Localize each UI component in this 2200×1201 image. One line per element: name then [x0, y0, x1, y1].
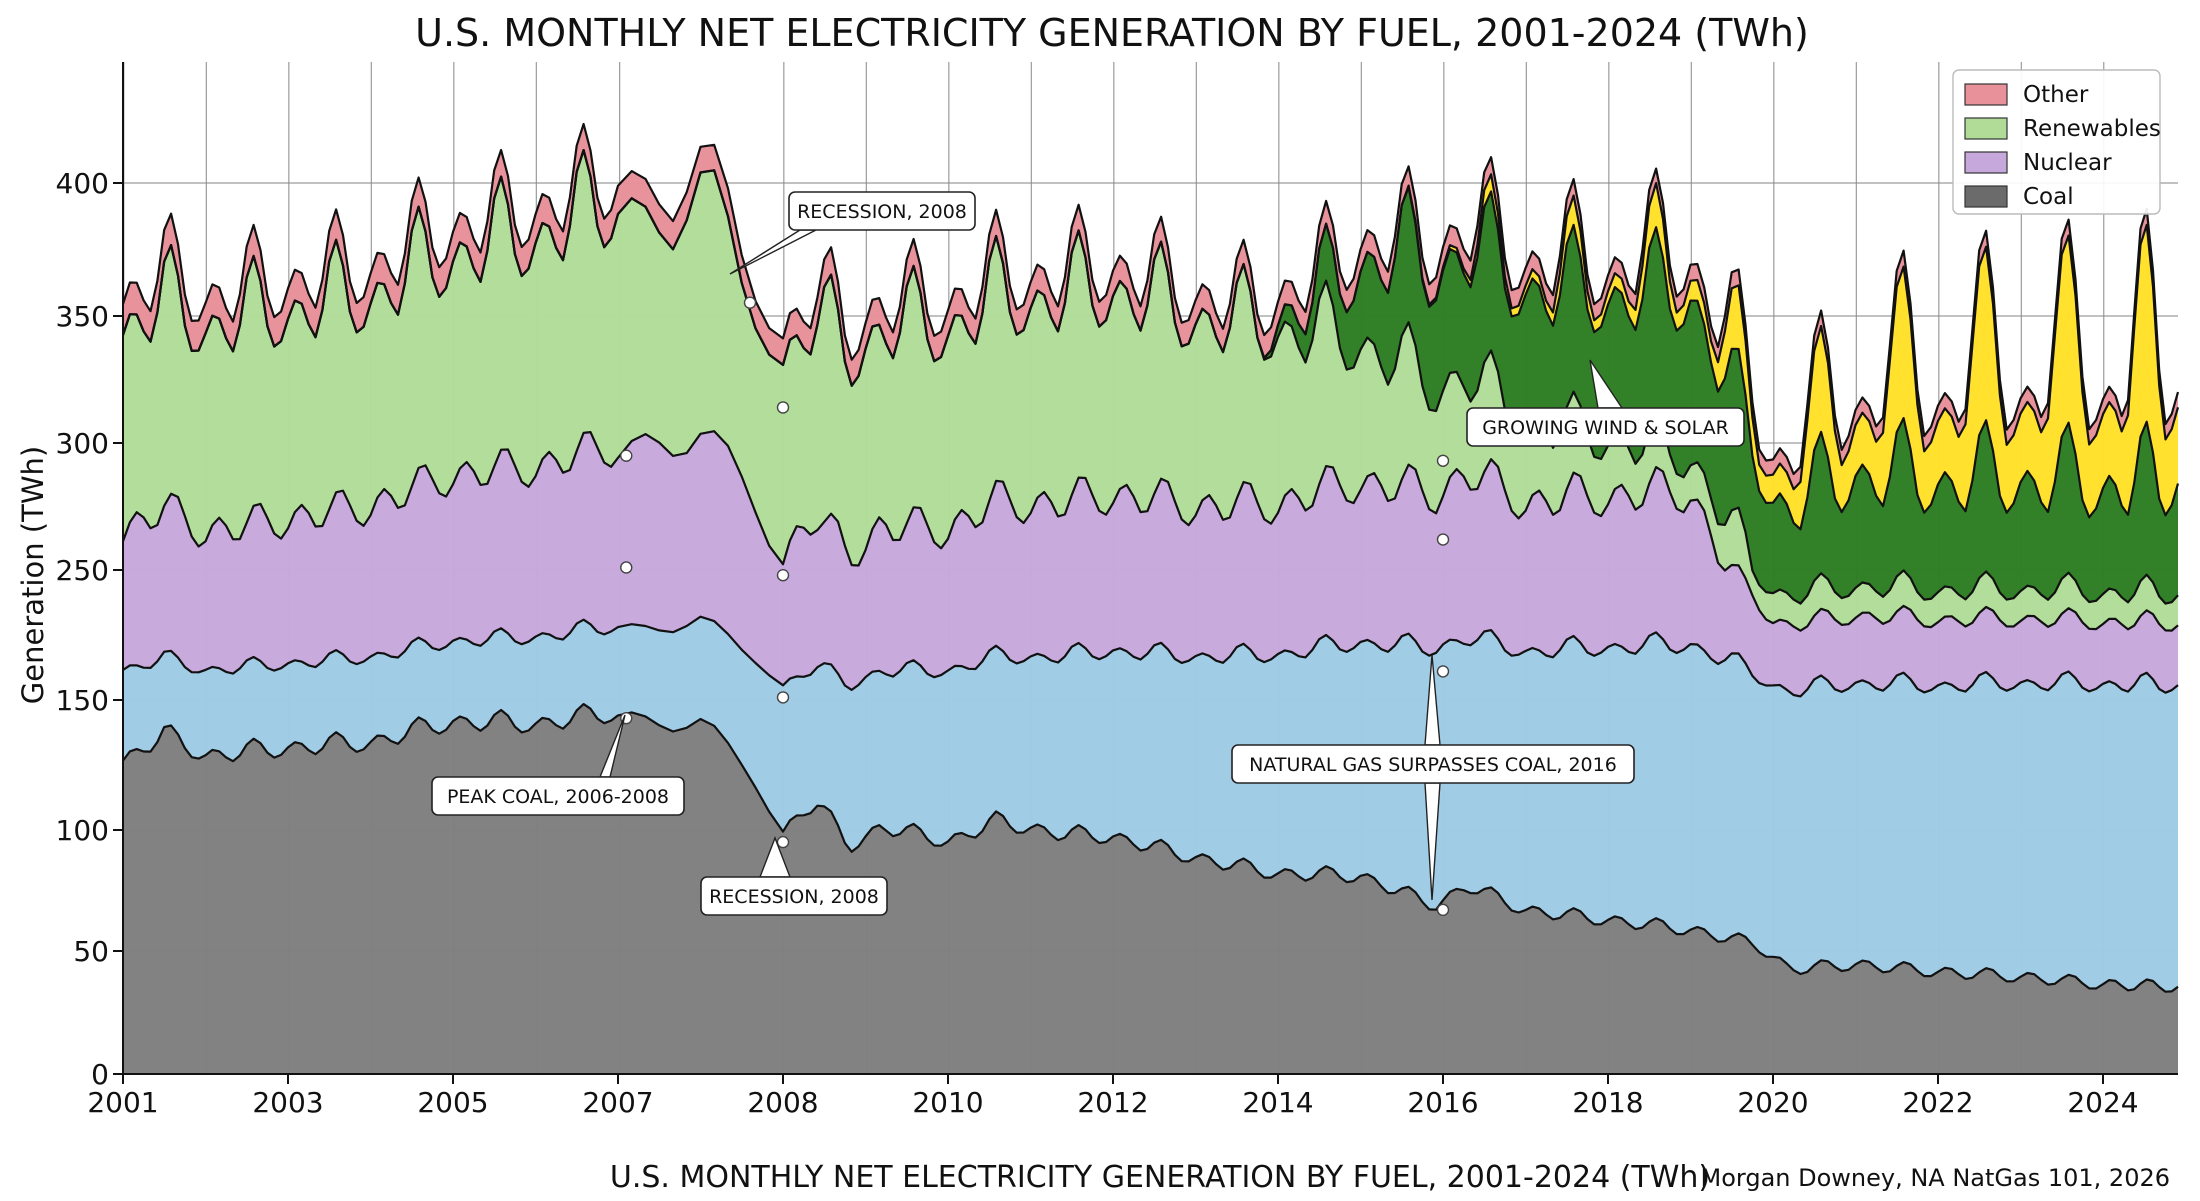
annotation-callout: PEAK COAL, 2006-2008 [431, 714, 685, 816]
legend-swatch [1964, 117, 2008, 140]
outline-gas [122, 615, 2179, 698]
highlight-marker [776, 835, 790, 849]
highlight-marker [1436, 903, 1450, 917]
x-tick-label: 2020 [1737, 1086, 1808, 1119]
annotation-text: PEAK COAL, 2006-2008 [447, 786, 669, 808]
outline-other [121, 122, 2180, 476]
annotation-callout: GROWING WIND & SOLAR [1466, 359, 1745, 447]
bottom-caption: U.S. MONTHLY NET ELECTRICITY GENERATION … [610, 1160, 1710, 1195]
x-tick-label: 2001 [87, 1086, 158, 1119]
annotation-callout: RECESSION, 2008 [700, 836, 888, 916]
area-wind [123, 150, 2178, 604]
chart-title: U.S. MONTHLY NET ELECTRICITY GENERATION … [415, 11, 1809, 55]
area-outlines [121, 122, 2180, 993]
x-tick-label: 2022 [1902, 1086, 1973, 1119]
area-nuc [123, 431, 2178, 697]
highlight-marker [1436, 533, 1450, 546]
x-tick-label: 2018 [1572, 1086, 1643, 1119]
annotation-text: GROWING WIND & SOLAR [1482, 417, 1729, 439]
y-axis-label: Generation (TWh) [16, 446, 50, 704]
legend: Other Renewables Nuclear Coal [1952, 69, 2161, 215]
x-tick-label: 2008 [747, 1086, 818, 1119]
legend-label: Other [2023, 82, 2089, 108]
area-solar [123, 150, 2178, 530]
highlight-marker [776, 691, 790, 704]
x-tick-label: 2003 [252, 1086, 323, 1119]
outline-coal [122, 703, 2179, 993]
legend-swatch [1964, 151, 2008, 174]
y-tick-label: 100 [56, 814, 109, 847]
legend-swatch [1964, 83, 2008, 106]
x-tick-label: 2012 [1077, 1086, 1148, 1119]
x-tick-label: 2016 [1407, 1086, 1478, 1119]
x-tick-label: 2014 [1242, 1086, 1313, 1119]
annotation-callout: RECESSION, 2008 [729, 191, 976, 275]
y-tick-label: 400 [56, 167, 109, 200]
credit-line: Morgan Downey, NA NatGas 101, 2026 [1701, 1164, 2171, 1192]
highlight-marker [620, 561, 633, 574]
legend-swatch [1964, 185, 2008, 208]
y-tick-label: 250 [56, 554, 109, 587]
highlight-marker [776, 401, 790, 414]
highlight-marker [776, 569, 790, 582]
y-tick-label: 300 [56, 427, 109, 460]
annotations: RECESSION, 2008 RECESSION, 2008 PEAK COAL,… [431, 191, 1745, 916]
annotation-text: RECESSION, 2008 [797, 201, 967, 223]
highlight-marker [620, 449, 633, 462]
annotation-callout: NATURAL GAS SURPASSES COAL, 2016 [1231, 654, 1635, 901]
outline-solar [121, 149, 2180, 491]
highlight-marker [1436, 665, 1450, 678]
x-tick-label: 2010 [912, 1086, 983, 1119]
x-tick-label: 2005 [417, 1086, 488, 1119]
area-gas [123, 616, 2178, 992]
annotation-text: NATURAL GAS SURPASSES COAL, 2016 [1249, 754, 1617, 776]
legend-label: Coal [2023, 184, 2074, 210]
area-hydro [123, 150, 2178, 631]
highlight-markers [620, 296, 1450, 917]
y-tick-label: 50 [73, 935, 109, 968]
legend-label: Nuclear [2023, 150, 2112, 176]
axes: 0 50 100 150 250 300 350 400 2001 2003 2005 2007 200… [56, 62, 2178, 1119]
x-tick-label: 2024 [2067, 1086, 2138, 1119]
outline-nuc [121, 430, 2179, 632]
legend-frame [1952, 69, 2161, 215]
y-tick-label: 0 [91, 1058, 109, 1091]
annotation-text: RECESSION, 2008 [709, 886, 879, 908]
x-tick-label: 2007 [582, 1086, 653, 1119]
highlight-marker [743, 296, 757, 309]
legend-label: Renewables [2023, 116, 2161, 142]
y-tick-label: 350 [56, 300, 109, 333]
y-tick-label: 150 [56, 684, 109, 717]
highlight-marker [1436, 454, 1450, 467]
